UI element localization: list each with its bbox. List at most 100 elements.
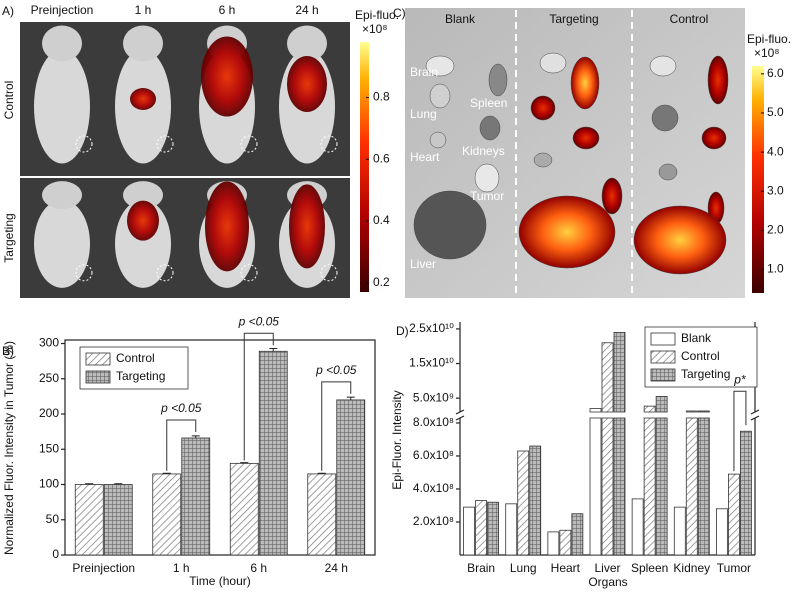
colorbar-unit: ×10⁸ xyxy=(754,46,779,60)
bar xyxy=(589,417,602,556)
colorbar-tick-label: 4.0 xyxy=(767,144,784,158)
tumor-outline xyxy=(240,264,258,282)
y-tick-label: 2.5x10¹⁰ xyxy=(409,321,454,335)
y-tick-label: 5.0x10⁹ xyxy=(413,390,454,404)
error-bar xyxy=(114,483,123,485)
organ xyxy=(651,104,679,132)
bar xyxy=(643,417,656,556)
organ xyxy=(633,205,727,275)
error-bar xyxy=(240,462,249,464)
bar xyxy=(571,513,584,556)
x-tick-label: Lung xyxy=(510,561,537,575)
error-bar xyxy=(346,396,355,400)
organ xyxy=(530,95,556,121)
column-label: 24 h xyxy=(295,3,318,17)
bar xyxy=(601,342,614,413)
tumor-outline xyxy=(320,264,338,282)
organ xyxy=(429,131,447,149)
x-tick-label: Brain xyxy=(467,561,495,575)
organ-label: Kidneys xyxy=(462,144,505,158)
organ xyxy=(649,55,677,77)
organ xyxy=(518,195,616,269)
axis-break xyxy=(750,409,760,415)
organ xyxy=(479,115,501,141)
legend-label: Control xyxy=(116,351,155,365)
organ xyxy=(533,152,553,168)
organ xyxy=(474,163,500,193)
error-bar xyxy=(85,483,94,485)
bar xyxy=(728,473,740,556)
legend-swatch xyxy=(650,332,676,346)
colorbar-tick-label: 0.8 xyxy=(373,90,390,104)
row-label: Targeting xyxy=(2,213,16,262)
bar xyxy=(643,405,656,413)
y-tick-label: 150 xyxy=(39,441,59,455)
x-tick-label: Kidney xyxy=(673,561,710,575)
organ xyxy=(707,55,729,105)
organ-label: Liver xyxy=(410,257,436,271)
column-label: 6 h xyxy=(219,3,236,17)
colorbar xyxy=(360,42,369,292)
bar xyxy=(336,399,366,556)
x-tick-label: Heart xyxy=(551,561,581,575)
axis-break xyxy=(750,415,760,421)
colorbar-title: Epi-fluo. xyxy=(747,32,791,46)
tumor-outline xyxy=(75,264,93,282)
axis-break xyxy=(455,415,465,421)
legend-label: Targeting xyxy=(681,367,730,381)
column-label: Blank xyxy=(445,12,476,26)
bar xyxy=(547,531,560,556)
fluorescence xyxy=(201,36,253,117)
annotation: p <0.05 xyxy=(160,401,202,415)
tumor-outline xyxy=(156,264,174,282)
column-label: Targeting xyxy=(549,12,598,26)
y-tick-label: 4.0x10⁸ xyxy=(413,481,454,495)
colorbar-tick-label: 3.0 xyxy=(767,183,784,197)
colorbar-tick-label: 0.4 xyxy=(373,213,390,227)
mouse-head xyxy=(42,25,82,62)
error-bar xyxy=(162,472,171,474)
bar xyxy=(229,462,259,556)
legend-swatch xyxy=(85,370,111,384)
organ xyxy=(570,56,600,110)
axis-break xyxy=(455,409,465,415)
panel-letter: A) xyxy=(2,4,14,18)
y-tick-label: 200 xyxy=(39,406,59,420)
legend-swatch xyxy=(85,352,111,366)
y-tick-label: 6.0x10⁸ xyxy=(413,448,454,462)
organ xyxy=(413,190,487,260)
legend-swatch xyxy=(650,350,676,364)
bar xyxy=(673,506,686,556)
colorbar-tick-label: 1.0 xyxy=(767,262,784,276)
organ-label: Tumor xyxy=(470,189,504,203)
x-tick-label: Liver xyxy=(594,561,620,575)
mouse-body xyxy=(34,199,90,288)
mouse-head xyxy=(42,181,82,209)
bar xyxy=(589,408,602,413)
legend-label: Blank xyxy=(681,331,712,345)
mouse-head xyxy=(123,25,163,62)
tumor-outline xyxy=(75,135,93,153)
y-tick-label: 300 xyxy=(39,336,59,350)
bar xyxy=(613,331,626,413)
y-tick-label: 50 xyxy=(46,512,60,526)
bar xyxy=(258,350,288,556)
column-label: Control xyxy=(670,12,709,26)
colorbar-title: Epi-fluo. xyxy=(355,8,399,22)
x-axis-label: Organs xyxy=(588,575,627,589)
y-tick-label: 100 xyxy=(39,477,59,491)
mouse-head xyxy=(287,25,327,62)
error-bar xyxy=(269,347,278,352)
significance-bracket xyxy=(243,332,274,461)
organ xyxy=(539,52,567,74)
error-bar xyxy=(191,435,200,438)
colorbar-tick-label: 0.6 xyxy=(373,151,390,165)
tumor-outline xyxy=(156,135,174,153)
colorbar xyxy=(752,66,764,293)
annotation: p <0.05 xyxy=(315,363,357,377)
annotation: p* xyxy=(733,372,746,386)
row-label: Control xyxy=(2,81,16,120)
significance-bracket xyxy=(733,390,747,472)
bar xyxy=(685,410,698,413)
